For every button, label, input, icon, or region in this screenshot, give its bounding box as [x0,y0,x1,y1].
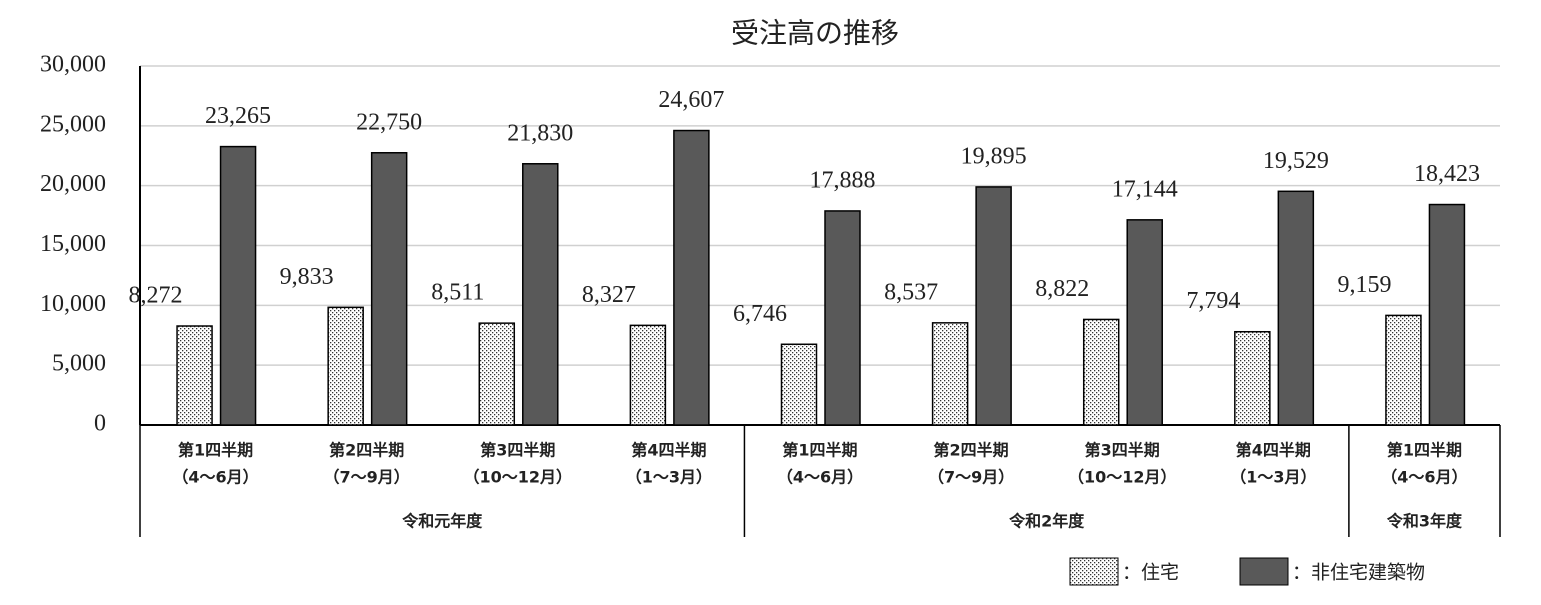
x-tick-label: （4～6月） [1381,468,1467,487]
value-label: 19,529 [1263,148,1329,174]
x-tick-label: 第2四半期 [329,441,404,460]
y-tick-label: 5,000 [52,351,106,377]
bar [629,324,667,426]
value-label: 8,327 [582,282,636,308]
value-label: 18,423 [1414,161,1480,187]
value-label: 17,144 [1112,176,1178,202]
x-tick-label: 第1四半期 [782,441,857,460]
chart-title: 受注高の推移 [731,17,899,50]
value-label: 8,822 [1035,276,1089,302]
x-tick-label: （4～6月） [172,468,258,487]
value-label: 23,265 [205,103,271,129]
x-tick-label: （7～9月） [928,468,1014,487]
y-tick-label: 20,000 [40,171,106,197]
x-tick-label: 第4四半期 [1236,441,1311,460]
bar [824,210,861,426]
bar [176,325,213,426]
bar [975,186,1012,426]
value-label: 7,794 [1186,288,1240,314]
bar [327,306,364,426]
value-label: 9,833 [280,264,334,290]
y-tick-label: 10,000 [40,291,106,317]
x-tick-label: 第4四半期 [631,441,706,460]
value-label: 21,830 [507,120,573,146]
value-label: 22,750 [356,109,422,135]
legend-swatch [1239,557,1289,586]
value-label: 24,607 [658,87,724,113]
value-label: 8,511 [431,280,484,306]
x-tick-label: （7～9月） [324,468,410,487]
y-tick-label: 25,000 [40,111,106,137]
bar [1428,203,1466,426]
value-label: 19,895 [961,143,1027,169]
x-tick-label: 第2四半期 [934,441,1009,460]
bar [780,343,818,426]
bar [370,152,408,426]
bar [1385,314,1422,426]
bar [1082,318,1120,426]
x-tick-label: （10～12月） [464,468,573,487]
value-label: 8,537 [884,279,938,305]
bar [522,163,559,426]
x-tick-label: 第1四半期 [1387,441,1462,460]
x-tick-label: （10～12月） [1068,468,1177,487]
bar [219,145,257,426]
x-tick-label: 第3四半期 [1085,441,1160,460]
bar [478,322,516,426]
group-label: 令和3年度 [1386,512,1463,531]
bar [1126,219,1163,426]
bar [1234,330,1271,426]
bar [673,129,710,426]
group-label: 令和2年度 [1008,512,1085,531]
x-tick-label: （1～3月） [1230,468,1316,487]
x-tick-label: （1～3月） [626,468,712,487]
value-label: 17,888 [810,167,876,193]
legend-label: ：非住宅建築物 [1292,562,1425,584]
group-label: 令和元年度 [401,512,483,531]
x-tick-label: 第3四半期 [480,441,555,460]
value-label: 6,746 [733,301,787,327]
y-tick-label: 0 [94,411,106,437]
y-tick-label: 30,000 [40,52,106,78]
value-label: 9,159 [1337,272,1391,298]
y-tick-label: 15,000 [40,231,106,257]
legend-label: ：住宅 [1122,562,1179,584]
bar [1277,190,1315,426]
bar [931,322,969,426]
value-label: 8,272 [129,283,183,309]
x-tick-label: （4～6月） [777,468,863,487]
x-tick-label: 第1四半期 [178,441,253,460]
legend-swatch [1069,557,1119,586]
